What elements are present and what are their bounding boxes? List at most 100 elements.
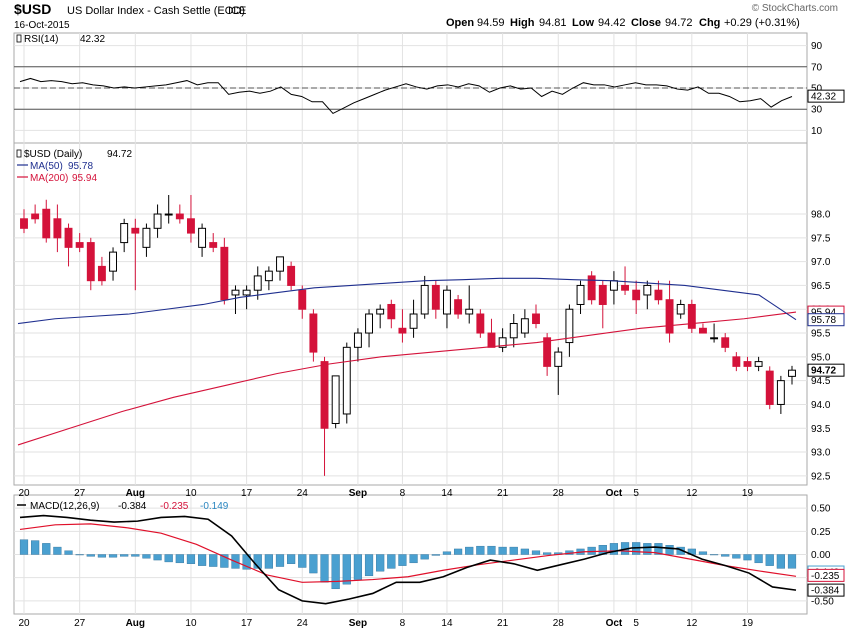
price-x-tick-label: 14	[441, 488, 453, 499]
rsi-y-tick-label: 50	[811, 84, 823, 95]
candle-body	[75, 242, 84, 248]
macd-y-tick-label: 0.25	[811, 527, 831, 538]
macd-histogram-bar	[409, 554, 418, 564]
candle-body	[465, 308, 474, 315]
candle	[398, 309, 407, 343]
macd-histogram-bar	[453, 548, 463, 555]
candle-body	[576, 284, 585, 305]
candle	[431, 280, 440, 319]
ma200-legend-value: 95.94	[72, 173, 97, 184]
candle-body	[509, 323, 518, 339]
ma50-line	[17, 277, 797, 325]
candle-body	[131, 227, 140, 234]
candle	[387, 299, 396, 329]
macd-histogram-bar	[743, 554, 752, 561]
candle-body	[164, 213, 173, 216]
close-value: 94.72	[665, 17, 693, 29]
candle-body	[253, 275, 262, 291]
ticker-symbol[interactable]: $USD	[14, 1, 51, 17]
macd-histogram-bar	[665, 545, 674, 555]
candle-body	[398, 327, 407, 334]
candle	[287, 261, 296, 291]
candle	[309, 309, 318, 362]
macd-value-tag: -0.384	[811, 586, 840, 597]
macd-histogram-bar	[353, 554, 363, 580]
macd-histogram-bar	[75, 554, 84, 556]
candle	[687, 299, 696, 334]
macd-histogram-bar	[364, 554, 374, 577]
price-y-tick-label: 93.5	[811, 424, 831, 435]
candle	[710, 323, 719, 343]
macd-histogram-legend-value: -0.149	[200, 501, 229, 512]
candle	[454, 294, 463, 319]
macd-histogram-bar	[86, 554, 95, 557]
macd-histogram-bar	[498, 546, 507, 555]
macd-histogram-bar	[64, 550, 73, 555]
candle-body	[365, 313, 373, 334]
price-y-tick-label: 97.0	[811, 257, 831, 268]
candle	[231, 285, 240, 314]
candle	[565, 304, 574, 357]
price-x-tick-label: 20	[18, 488, 30, 499]
candle-body	[710, 337, 719, 340]
price-y-tick-label: 97.5	[811, 233, 831, 244]
candle	[654, 280, 663, 305]
candle	[487, 318, 496, 348]
instrument-name: US Dollar Index - Cash Settle (EOD)	[67, 5, 245, 17]
macd-value-tag-box	[807, 568, 845, 582]
macd-x-tick-label: Oct	[606, 618, 623, 629]
macd-histogram-bar	[287, 554, 296, 564]
macd-histogram-bar	[721, 554, 730, 557]
legend-marker-icon	[16, 149, 22, 158]
macd-x-tick-label: 24	[297, 618, 309, 629]
candle-body	[431, 284, 440, 310]
candle-body	[298, 289, 307, 310]
price-x-tick-label: 24	[297, 488, 309, 499]
macd-value-tag: -0.235	[811, 571, 840, 582]
macd-y-tick-label: 0.50	[811, 504, 831, 515]
price-y-tick-label: 94.5	[811, 376, 831, 387]
candle-body	[64, 227, 73, 248]
candle	[498, 328, 507, 353]
macd-y-tick-label: 0.00	[811, 550, 831, 561]
macd-histogram-bar	[197, 554, 207, 566]
macd-x-tick-label: 27	[74, 618, 86, 629]
candle	[676, 299, 685, 319]
ma50-legend-value: 95.78	[68, 161, 93, 172]
quote-date: 16-Oct-2015	[14, 20, 70, 31]
candle-body	[632, 289, 641, 301]
candle-body	[231, 289, 240, 296]
macd-x-tick-label: Sep	[349, 618, 367, 629]
price-plot	[17, 194, 797, 476]
macd-histogram-bar	[654, 543, 663, 555]
macd-histogram-bar	[331, 554, 340, 590]
candle	[665, 280, 674, 343]
macd-y-tick-label: -0.50	[811, 596, 834, 607]
macd-legend-value: -0.384	[118, 501, 147, 512]
rsi-y-tick-label: 90	[811, 41, 823, 52]
candle	[621, 266, 629, 295]
candle	[598, 280, 607, 329]
candle-body	[754, 361, 763, 367]
macd-x-tick-label: 20	[18, 618, 30, 629]
price-legend-value: 94.72	[107, 149, 132, 160]
price-x-tick-label: 28	[553, 488, 565, 499]
macd-signal-line	[19, 523, 797, 583]
candle-body	[598, 284, 607, 305]
change-value: +0.29 (+0.31%)	[724, 17, 800, 29]
ma50-legend-label: MA(50)	[30, 161, 63, 172]
candle	[198, 223, 207, 257]
macd-line	[19, 514, 797, 605]
candle	[443, 285, 451, 329]
candle	[376, 304, 385, 329]
price-value-tag: 94.72	[811, 366, 836, 377]
macd-histogram-bar	[643, 543, 652, 555]
price-x-tick-label: Aug	[126, 488, 145, 499]
candle-body	[120, 223, 129, 244]
price-x-tick-label: Sep	[349, 488, 367, 499]
candle-body	[498, 337, 507, 348]
candle	[532, 304, 540, 329]
candle-body	[153, 213, 162, 229]
macd-x-tick-label: 8	[400, 618, 406, 629]
candle-body	[97, 265, 106, 282]
